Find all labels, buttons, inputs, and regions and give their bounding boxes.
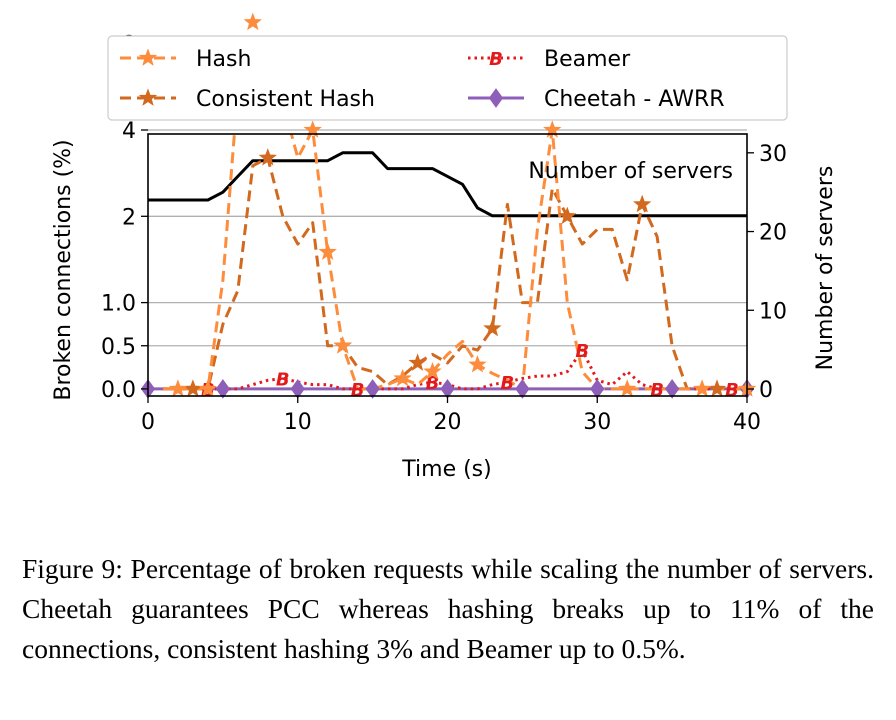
y2-tick-label: 20 — [759, 221, 787, 246]
legend-marker-cheetah-awrr — [488, 88, 504, 108]
marker-consistent-hash — [707, 379, 727, 397]
marker-hash — [692, 379, 712, 397]
y-tick-label: 0.5 — [101, 335, 136, 360]
legend-label-consistent-hash: Consistent Hash — [196, 87, 375, 112]
marker-hash — [168, 379, 188, 397]
series-line-beamer — [163, 348, 747, 391]
y2-axis-ticks: 0 10 20 30 — [747, 142, 787, 403]
y-tick-label: 2 — [122, 205, 136, 230]
marker-cheetah-awrr — [290, 379, 305, 399]
y-axis-label: Broken connections (%) — [51, 139, 76, 400]
figure-caption: Figure 9: Percentage of broken requests … — [22, 553, 874, 664]
x-axis-label: Time (s) — [401, 457, 491, 482]
marker-cheetah-awrr — [440, 379, 455, 399]
marker-hash — [423, 361, 442, 380]
marker-hash — [243, 12, 262, 31]
legend-label-beamer: Beamer — [544, 47, 631, 72]
marker-beamer: B — [276, 370, 290, 391]
marker-cheetah-awrr — [215, 379, 230, 399]
marker-hash — [618, 379, 637, 397]
marker-cheetah-awrr — [515, 379, 530, 399]
series-line-hash — [163, 134, 747, 391]
marker-consistent-hash — [408, 353, 427, 371]
legend-label-cheetah-awrr: Cheetah - AWRR — [544, 87, 725, 112]
y-tick-label: 1.0 — [101, 292, 136, 317]
y2-tick-label: 30 — [759, 142, 787, 167]
legend-marker-beamer: B — [489, 49, 503, 70]
x-axis-ticks: 0 10 20 30 40 — [141, 396, 761, 435]
marker-cheetah-awrr — [665, 379, 680, 399]
series-line-consistent-hash — [163, 156, 747, 391]
x-tick-label: 10 — [284, 410, 312, 435]
y2-tick-label: 0 — [759, 378, 773, 403]
y-tick-label: 4 — [122, 119, 136, 144]
y2-axis-label: Number of servers — [813, 166, 838, 371]
marker-hash — [318, 242, 337, 260]
marker-hash — [393, 368, 412, 387]
series-lines — [148, 134, 747, 391]
marker-cheetah-awrr — [365, 379, 380, 399]
x-tick-label: 20 — [434, 410, 462, 435]
marker-consistent-hash — [633, 194, 652, 213]
legend-marker-hash — [138, 48, 158, 66]
marker-beamer: B — [575, 341, 589, 362]
marker-consistent-hash — [558, 206, 577, 225]
y-tick-label: 0.0 — [101, 378, 136, 403]
legend-box — [107, 35, 788, 121]
marker-beamer: B — [501, 373, 515, 394]
marker-hash — [333, 336, 352, 354]
series-line-number-of-servers — [148, 151, 747, 218]
y2-tick-label: 10 — [759, 299, 787, 324]
marker-beamer: B — [650, 380, 664, 401]
marker-beamer: B — [426, 373, 440, 394]
marker-consistent-hash — [258, 148, 277, 166]
x-tick-label: 30 — [583, 410, 611, 435]
marker-consistent-hash — [183, 379, 203, 397]
x-tick-label: 0 — [141, 410, 155, 435]
marker-hash — [198, 379, 218, 397]
legend: Hash Consistent Hash B Beamer Cheetah - AWRR — [107, 35, 788, 121]
marker-beamer: B — [351, 380, 365, 401]
legend-label-hash: Hash — [196, 47, 251, 72]
marker-hash — [468, 355, 487, 373]
legend-marker-consistent-hash — [138, 88, 158, 106]
x-tick-label: 40 — [733, 410, 761, 435]
marker-beamer: B — [725, 380, 739, 401]
servers-annotation: Number of servers — [528, 159, 733, 184]
marker-consistent-hash — [483, 318, 502, 337]
